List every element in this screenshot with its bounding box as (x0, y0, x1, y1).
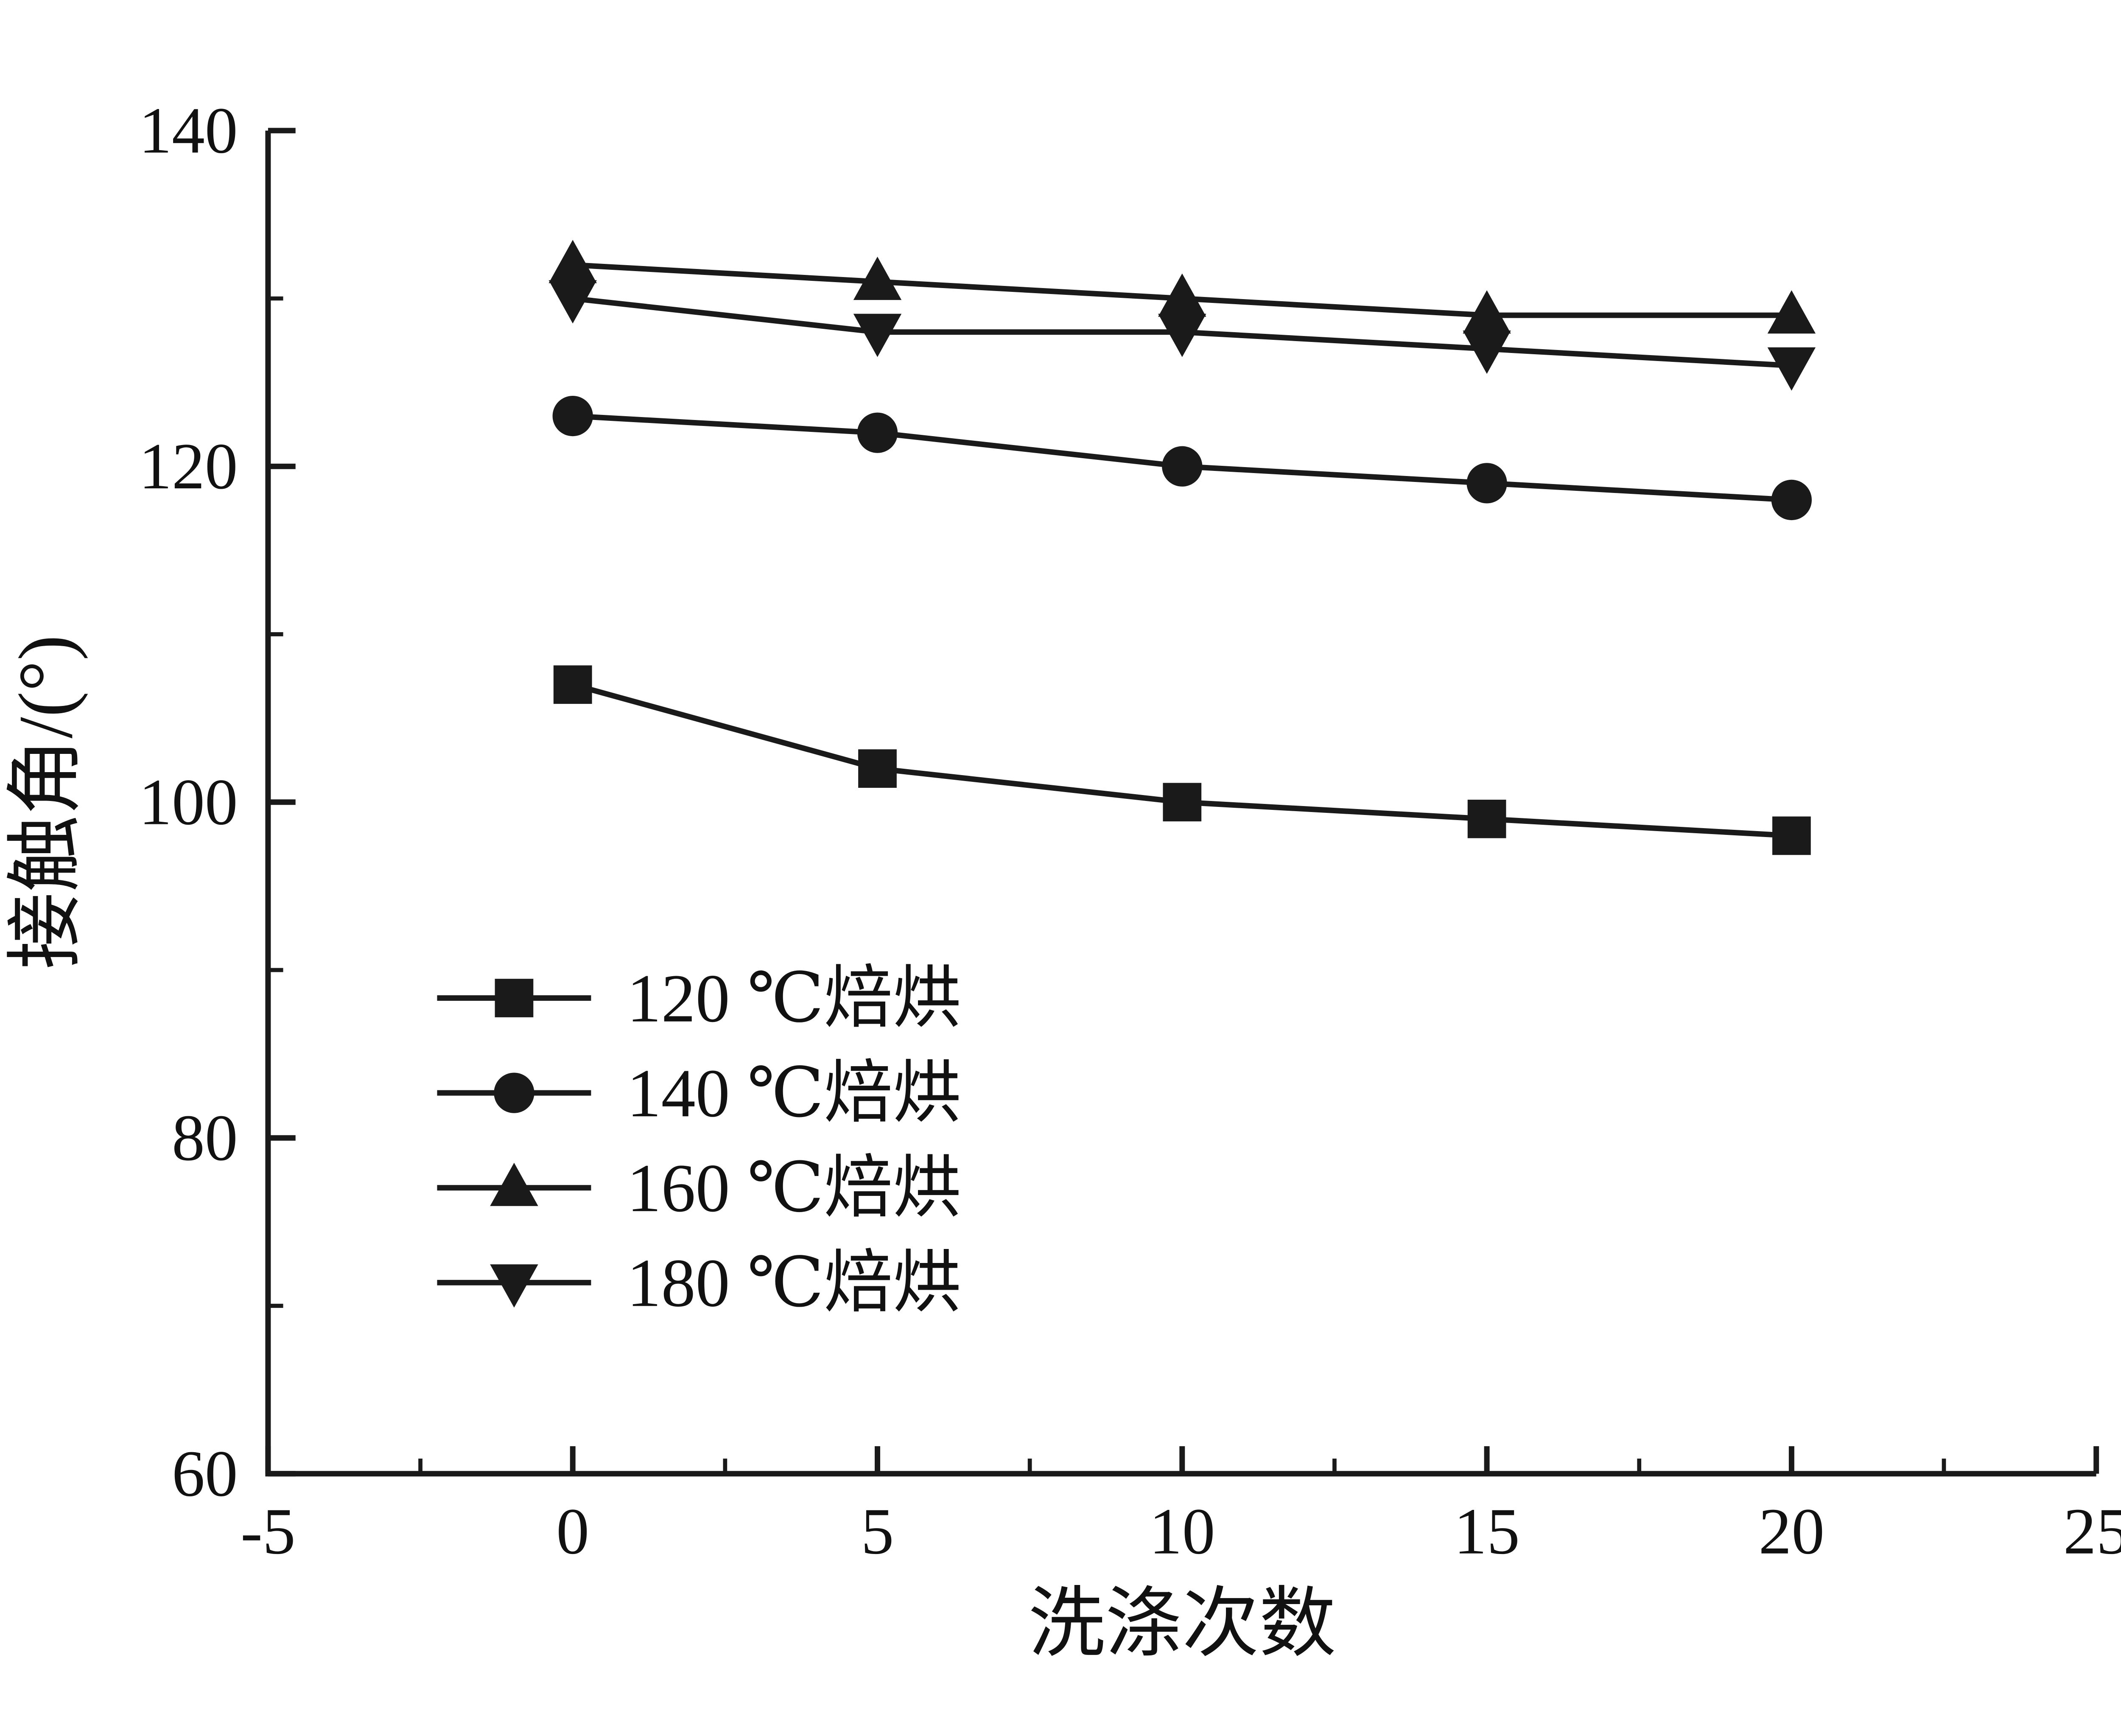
x-tick-label: 15 (1454, 1494, 1520, 1568)
legend-label: 140 ℃焙烘 (627, 1056, 962, 1131)
y-tick-label: 140 (139, 93, 238, 167)
x-tick-label: -5 (241, 1494, 296, 1568)
x-tick-label: 25 (2063, 1494, 2121, 1568)
x-tick-label: 0 (556, 1494, 589, 1568)
y-tick-label: 120 (139, 429, 238, 503)
marker-triangle-up (1767, 290, 1816, 333)
marker-triangle-up (490, 1162, 538, 1206)
marker-circle (857, 412, 898, 453)
marker-triangle-down (548, 280, 597, 324)
legend-label: 180 ℃焙烘 (627, 1245, 962, 1321)
marker-triangle-down (1463, 330, 1511, 374)
y-axis-title: 接触角/(°) (3, 635, 89, 969)
marker-triangle-up (548, 240, 597, 283)
marker-triangle-down (1158, 314, 1206, 357)
marker-circle (1466, 462, 1507, 504)
y-tick-label: 100 (139, 765, 238, 838)
y-tick-label: 80 (172, 1101, 238, 1174)
marker-square (858, 749, 897, 788)
marker-triangle-up (853, 256, 902, 300)
x-tick-label: 10 (1149, 1494, 1215, 1568)
legend-label: 160 ℃焙烘 (627, 1150, 962, 1226)
marker-square (1772, 816, 1811, 855)
marker-circle (1771, 479, 1812, 520)
y-tick-label: 60 (172, 1436, 238, 1510)
marker-triangle-down (853, 314, 902, 357)
marker-circle (494, 1072, 534, 1113)
marker-circle (1162, 446, 1203, 487)
marker-square (1467, 799, 1506, 838)
marker-triangle-down (1767, 347, 1816, 391)
line-chart-svg: -5 0 5 10 15 20 25 60 80 100 120 140 洗涤次数 接触角/(°) 120 … (3, 93, 2121, 1666)
marker-circle (552, 395, 593, 436)
marker-square (553, 665, 592, 704)
marker-square (495, 978, 534, 1017)
x-axis-title: 洗涤次数 (1028, 1581, 1336, 1666)
marker-triangle-up (1158, 273, 1206, 317)
x-tick-label: 5 (861, 1494, 894, 1568)
x-tick-label: 20 (1759, 1494, 1825, 1568)
marker-triangle-up (1463, 290, 1511, 333)
marker-triangle-down (490, 1264, 538, 1308)
legend-label: 120 ℃焙烘 (627, 960, 962, 1036)
marker-square (1163, 783, 1202, 821)
